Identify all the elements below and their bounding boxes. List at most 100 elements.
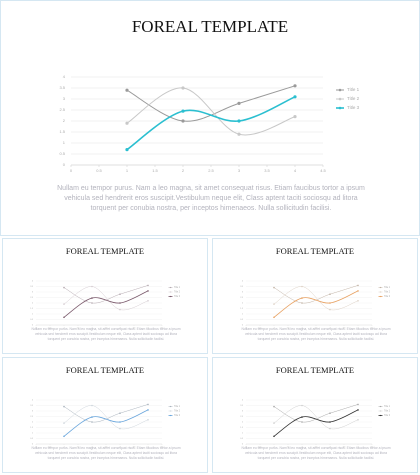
series-line: [273, 286, 359, 311]
y-tick-label: 1: [32, 314, 34, 316]
legend-label: Title 3: [384, 414, 391, 417]
x-tick-label: 4: [357, 447, 359, 449]
legend-label: Title 3: [384, 295, 391, 298]
x-tick-label: 0: [70, 168, 73, 173]
point: [91, 416, 93, 418]
x-tick-label: 1.5: [77, 328, 81, 330]
point: [147, 419, 149, 421]
x-tick-label: 2: [91, 328, 93, 330]
point: [357, 290, 359, 292]
legend-marker: [379, 405, 382, 408]
thumb-slide: FOREAL TEMPLATE 0 0.5 1 1.5 2 2.5 3 3.5 4 0 0.5 1 1.…: [212, 238, 418, 354]
x-tick-label: 2: [91, 447, 93, 449]
y-tick-label: 0: [63, 162, 66, 167]
point: [63, 286, 65, 289]
slide-title: FOREAL TEMPLATE: [65, 246, 145, 256]
point: [237, 119, 241, 123]
x-tick-label: 1: [273, 328, 275, 330]
y-tick-label: 2: [242, 422, 244, 424]
point: [273, 405, 275, 408]
x-tick-label: 4.5: [371, 447, 375, 449]
point: [273, 286, 275, 289]
y-tick-label: 0.5: [240, 438, 244, 440]
legend-label: Title 3: [347, 105, 360, 110]
y-tick-label: 2.5: [240, 416, 244, 418]
point: [357, 403, 359, 406]
point: [329, 293, 331, 295]
legend-label: Title 1: [174, 286, 181, 289]
point: [63, 422, 65, 424]
y-tick-label: 4: [63, 74, 66, 79]
slide-title: FOREAL TEMPLATE: [65, 365, 145, 375]
legend-marker: [379, 295, 382, 298]
y-tick-label: 3.5: [30, 405, 34, 407]
x-tick-label: 2.5: [315, 447, 319, 449]
point: [357, 300, 359, 302]
series-line: [126, 96, 296, 151]
x-tick-label: 3: [238, 168, 241, 173]
x-tick-label: 3: [119, 447, 121, 449]
x-tick-label: 4: [294, 168, 297, 173]
x-tick-label: 1.5: [287, 328, 291, 330]
y-tick-label: 0: [242, 325, 244, 327]
y-tick-label: 1.5: [30, 427, 34, 429]
y-tick-label: 0.5: [59, 151, 65, 156]
y-tick-label: 1.5: [240, 308, 244, 310]
x-tick-label: 3.5: [264, 168, 270, 173]
slide-title: FOREAL TEMPLATE: [275, 365, 355, 375]
y-tick-label: 3.5: [240, 286, 244, 288]
chart: 00.511.522.533.540 0.5 1 1.5 2 2.5 3 3.5 4 4.5Tit…: [30, 281, 181, 330]
point: [63, 405, 65, 408]
x-tick-label: 0: [245, 447, 247, 449]
y-tick-label: 3.5: [59, 85, 65, 90]
x-tick-label: 1: [63, 447, 65, 449]
y-tick-label: 2.5: [59, 107, 65, 112]
x-tick-label: 3: [329, 328, 331, 330]
x-tick-label: 1: [126, 168, 129, 173]
point: [329, 308, 331, 311]
x-tick-label: 1.5: [152, 168, 158, 173]
y-tick-label: 3.5: [30, 286, 34, 288]
point: [181, 119, 185, 123]
point: [91, 404, 93, 407]
y-tick-label: 1.5: [240, 427, 244, 429]
legend-marker: [338, 88, 342, 92]
y-tick-label: 3: [32, 292, 34, 294]
x-tick-label: 2: [301, 447, 303, 449]
y-tick-label: 1.5: [30, 308, 34, 310]
series-line: [63, 286, 149, 311]
x-tick-label: 1: [63, 328, 65, 330]
legend-label: Title 2: [174, 291, 181, 294]
legend-label: Title 1: [384, 405, 391, 408]
legend-label: Title 1: [347, 87, 360, 92]
x-tick-label: 1: [273, 447, 275, 449]
legend-marker: [169, 295, 172, 298]
point: [329, 421, 331, 423]
x-tick-label: 3: [119, 328, 121, 330]
legend-marker: [169, 410, 172, 412]
point: [329, 302, 331, 304]
point: [91, 297, 93, 299]
y-tick-label: 1: [242, 433, 244, 435]
legend-label: Title 3: [174, 414, 181, 417]
point: [91, 421, 93, 423]
legend-label: Title 1: [174, 405, 181, 408]
thumb-slide: FOREAL TEMPLATE 0 0.5 1 1.5 2 2.5 3 3.5 4 0 0.5 1 1.…: [2, 238, 208, 354]
chart: 00.511.522.533.540 0.5 1 1.5 2 2.5 3 3.5 4 4.5Tit…: [59, 74, 360, 173]
legend-label: Title 3: [174, 295, 181, 298]
y-tick-label: 0.5: [240, 319, 244, 321]
point: [181, 109, 185, 113]
legend-marker: [169, 291, 172, 293]
x-tick-label: 4.5: [161, 447, 165, 449]
y-tick-label: 2: [63, 118, 66, 123]
caption: Nullam eu tempor purus. Nam a leo magna,…: [57, 185, 365, 212]
chart: 00.511.522.533.540 0.5 1 1.5 2 2.5 3 3.5 4 4.5Tit…: [240, 400, 391, 449]
series-line: [63, 290, 149, 318]
y-tick-label: 4: [32, 281, 34, 283]
y-tick-label: 4: [242, 400, 244, 402]
point: [119, 308, 121, 311]
legend-marker: [379, 410, 382, 412]
y-tick-label: 2.5: [30, 416, 34, 418]
x-tick-label: 4.5: [161, 328, 165, 330]
